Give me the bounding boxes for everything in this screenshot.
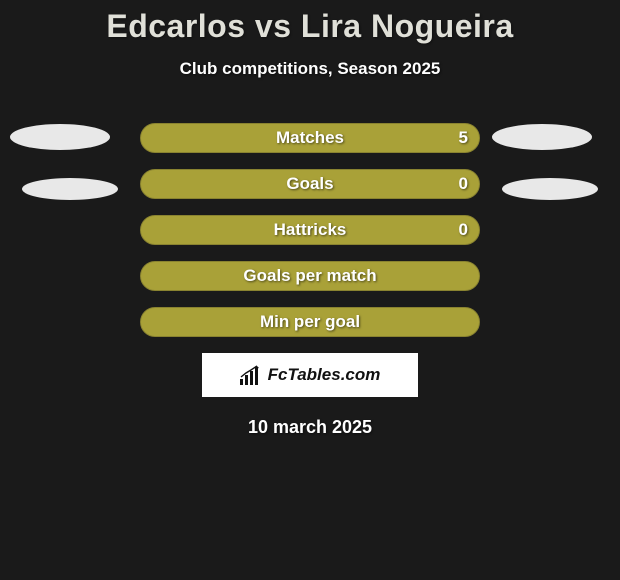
page-title: Edcarlos vs Lira Nogueira [0, 0, 620, 45]
stat-row: Hattricks0 [140, 215, 480, 245]
stat-value: 0 [459, 169, 468, 199]
stat-label: Goals [140, 169, 480, 199]
stat-label: Min per goal [140, 307, 480, 337]
stat-row: Goals0 [140, 169, 480, 199]
stat-row: Matches5 [140, 123, 480, 153]
stat-value: 0 [459, 215, 468, 245]
stat-label: Goals per match [140, 261, 480, 291]
footer-date: 10 march 2025 [0, 417, 620, 438]
logo-box: FcTables.com [202, 353, 418, 397]
side-ellipse [22, 178, 118, 200]
side-ellipse [10, 124, 110, 150]
stat-row: Min per goal [140, 307, 480, 337]
chart-icon [240, 365, 262, 385]
page-subtitle: Club competitions, Season 2025 [0, 59, 620, 79]
side-ellipse [502, 178, 598, 200]
logo-text: FcTables.com [268, 365, 381, 385]
stat-row: Goals per match [140, 261, 480, 291]
stat-label: Hattricks [140, 215, 480, 245]
stat-value: 5 [459, 123, 468, 153]
stat-label: Matches [140, 123, 480, 153]
side-ellipse [492, 124, 592, 150]
stats-container: Matches5Goals0Hattricks0Goals per matchM… [0, 123, 620, 337]
